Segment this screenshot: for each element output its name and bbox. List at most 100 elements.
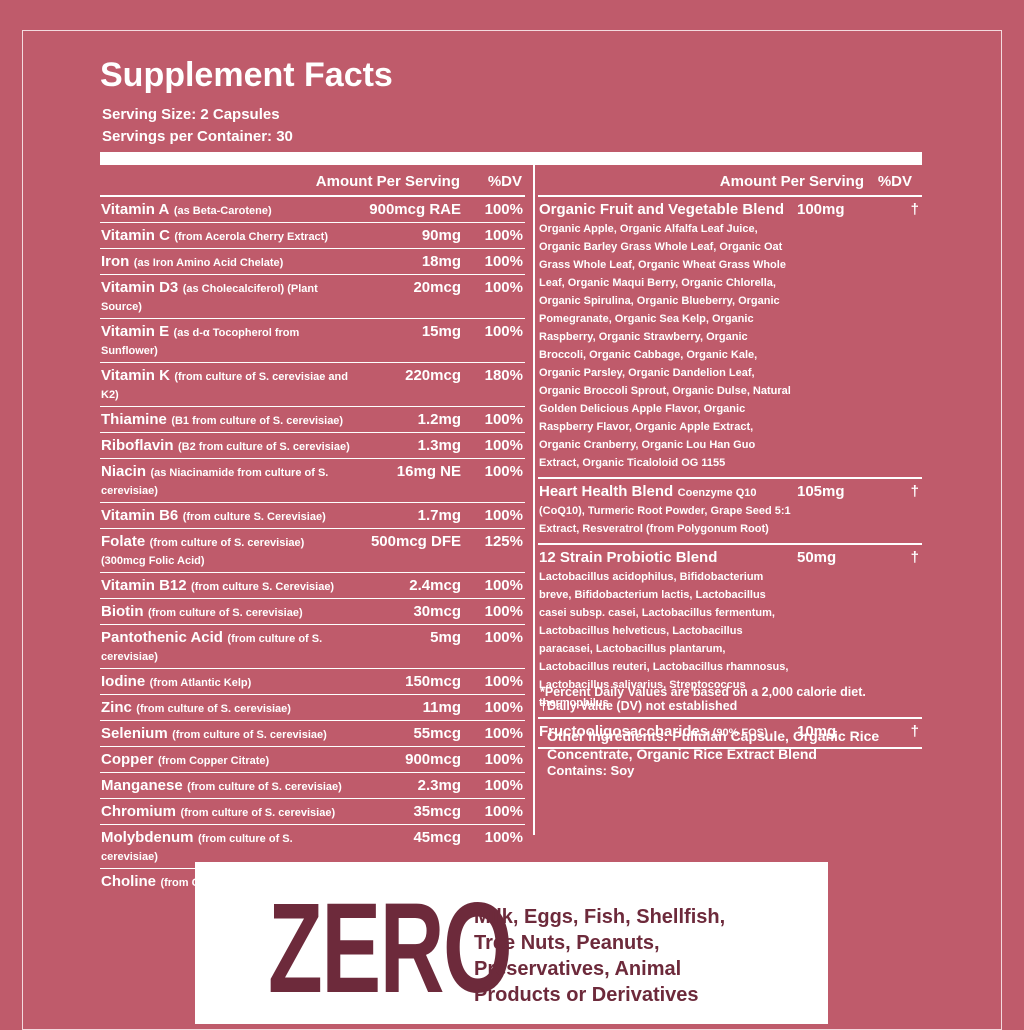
nutrient-cell: Selenium (from culture of S. cerevisiae): [101, 724, 351, 743]
nutrient-row: 12 Strain Probiotic Blend Lactobacillus …: [538, 545, 922, 719]
amount: 45mcg: [413, 829, 461, 846]
nutrient-row: Niacin (as Niacinamide from culture of S…: [100, 459, 525, 503]
nutrient-source: (from culture of S. cerevisiae): [187, 781, 342, 793]
nutrient-cell: Vitamin B6 (from culture S. Cerevisiae): [101, 506, 351, 525]
allergen-line: Products or Derivatives: [474, 984, 699, 1006]
nutrient-cell: Vitamin B12 (from culture S. Cerevisiae): [101, 576, 351, 595]
nutrient-row: Fructooligosaccharides (90% FOS) 10mg †: [538, 719, 922, 749]
nutrient-name: Riboflavin: [101, 437, 174, 454]
amount: 16mg NE: [396, 463, 461, 480]
nutrient-source: (as d-α Tocopherol from Sunflower): [101, 327, 300, 357]
amount: 10mg: [797, 723, 837, 740]
nutrient-cell: Zinc (from culture of S. cerevisiae): [101, 698, 351, 717]
nutrient-cell: Heart Health Blend Coenzyme Q10 (CoQ10),…: [539, 482, 791, 537]
nutrient-row: Pantothenic Acid (from culture of S. cer…: [100, 625, 525, 669]
nutrient-row: Vitamin K (from culture of S. cerevisiae…: [100, 363, 525, 407]
amount: 90mg: [421, 227, 461, 244]
nutrient-name: Thiamine: [101, 411, 167, 428]
nutrient-row: Iron (as Iron Amino Acid Chelate) 18mg 100…: [100, 249, 525, 275]
nutrient-cell: Copper (from Copper Citrate): [101, 750, 351, 769]
nutrient-name: Choline: [101, 873, 156, 890]
amount: 35mcg: [413, 803, 461, 820]
nutrient-row: Heart Health Blend Coenzyme Q10 (CoQ10),…: [538, 479, 922, 545]
nutrient-source: Organic Apple, Organic Alfalfa Leaf Juic…: [539, 223, 791, 469]
nutrient-row: Vitamin D3 (as Cholecalciferol) (Plant S…: [100, 275, 525, 319]
daily-value: 100%: [484, 201, 523, 218]
nutrient-row: Riboflavin (B2 from culture of S. cerevi…: [100, 433, 525, 459]
nutrient-cell: Vitamin C (from Acerola Cherry Extract): [101, 226, 351, 245]
nutrient-name: Manganese: [101, 777, 183, 794]
daily-value: 180%: [484, 367, 523, 384]
nutrient-name: Vitamin C: [101, 227, 170, 244]
amount: 1.7mg: [417, 507, 461, 524]
amount: 150mcg: [405, 673, 461, 690]
nutrient-cell: Vitamin D3 (as Cholecalciferol) (Plant S…: [101, 278, 351, 315]
nutrient-row: Organic Fruit and Vegetable Blend Organi…: [538, 197, 922, 479]
amount: 18mg: [421, 253, 461, 270]
nutrient-name: Fructooligosaccharides: [539, 723, 709, 740]
nutrient-cell: Fructooligosaccharides (90% FOS): [539, 722, 791, 741]
nutrient-name: Pantothenic Acid: [101, 629, 223, 646]
daily-value: †: [910, 483, 919, 500]
nutrient-name: Chromium: [101, 803, 176, 820]
servings-per-container: Servings per Container: 30: [102, 128, 293, 145]
allergen-line: Preservatives, Animal: [474, 958, 682, 980]
daily-value: 100%: [484, 699, 523, 716]
nutrient-name: Vitamin K: [101, 367, 170, 384]
nutrient-row: Biotin (from culture of S. cerevisiae) 30…: [100, 599, 525, 625]
nutrient-row: Vitamin B12 (from culture S. Cerevisiae)…: [100, 573, 525, 599]
amount: 55mcg: [413, 725, 461, 742]
nutrient-source: (from culture S. Cerevisiae): [182, 511, 326, 523]
nutrient-cell: Riboflavin (B2 from culture of S. cerevi…: [101, 436, 351, 455]
nutrient-row: Zinc (from culture of S. cerevisiae) 11mg…: [100, 695, 525, 721]
nutrient-cell: Chromium (from culture of S. cerevisiae): [101, 802, 351, 821]
header-row: Amount Per Serving %DV: [538, 168, 922, 197]
daily-value: †: [910, 549, 919, 566]
nutrient-name: Folate: [101, 533, 146, 550]
nutrient-name: Vitamin B12: [101, 577, 187, 594]
column-divider: [533, 165, 535, 835]
daily-value: 100%: [484, 437, 523, 454]
nutrient-name: Iodine: [101, 673, 146, 690]
nutrient-source: (from culture of S. cerevisiae): [147, 607, 303, 619]
nutrient-name: Biotin: [101, 603, 144, 620]
nutrient-cell: 12 Strain Probiotic Blend Lactobacillus …: [539, 548, 791, 711]
daily-value: 100%: [484, 603, 523, 620]
nutrient-row: Folate (from culture of S. cerevisiae) (…: [100, 529, 525, 573]
contains: Contains: Soy: [547, 763, 635, 778]
amount: 15mg: [421, 323, 461, 340]
nutrient-name: Zinc: [101, 699, 132, 716]
nutrient-name: Vitamin E: [101, 323, 170, 340]
nutrient-source: (as Cholecalciferol) (Plant Source): [101, 283, 318, 313]
nutrient-name: Iron: [101, 253, 130, 270]
nutrient-name: Heart Health Blend: [539, 483, 674, 500]
nutrient-row: Vitamin A (as Beta-Carotene) 900mcg RAE 10…: [100, 197, 525, 223]
nutrient-row: Thiamine (B1 from culture of S. cerevisi…: [100, 407, 525, 433]
nutrient-source: (as Iron Amino Acid Chelate): [133, 257, 284, 269]
nutrient-cell: Iron (as Iron Amino Acid Chelate): [101, 252, 351, 271]
amount-header: Amount Per Serving: [719, 173, 864, 190]
nutrient-source: (from culture of S. cerevisiae): [172, 729, 327, 741]
nutrient-cell: Molybdenum (from culture of S. cerevisia…: [101, 828, 351, 865]
nutrient-source: (from culture of S. cerevisiae): [136, 703, 291, 715]
amount: 11mg: [422, 699, 461, 716]
daily-value: 100%: [484, 507, 523, 524]
daily-value: 100%: [484, 829, 523, 846]
nutrient-name: Vitamin D3: [101, 279, 179, 296]
nutrient-name: Selenium: [101, 725, 168, 742]
nutrient-source: (from Copper Citrate): [157, 755, 270, 767]
nutrient-row: Copper (from Copper Citrate) 900mcg 100%: [100, 747, 525, 773]
nutrient-source: (from culture of S. cerevisiae) (300mcg …: [101, 537, 305, 567]
title: Supplement Facts: [100, 56, 393, 94]
right-column: Amount Per Serving %DV Organic Fruit and…: [538, 168, 922, 749]
nutrient-row: Manganese (from culture of S. cerevisiae…: [100, 773, 525, 799]
amount: 220mcg: [405, 367, 461, 384]
allergen-line: Tree Nuts, Peanuts,: [474, 932, 660, 954]
nutrient-row: Vitamin E (as d-α Tocopherol from Sunflo…: [100, 319, 525, 363]
daily-value: †: [910, 201, 919, 218]
daily-value: 100%: [484, 751, 523, 768]
nutrient-source: (from culture of S. cerevisiae and K2): [101, 371, 348, 401]
nutrient-name: Vitamin A: [101, 201, 170, 218]
serving-size: Serving Size: 2 Capsules: [102, 106, 280, 123]
